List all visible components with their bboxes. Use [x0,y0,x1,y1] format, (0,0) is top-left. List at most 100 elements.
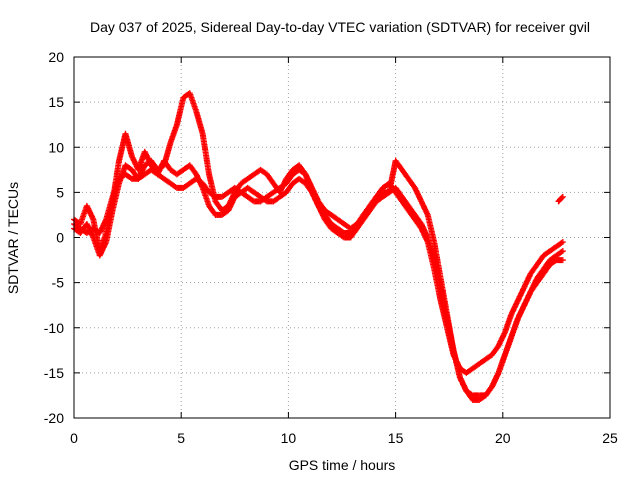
data-point-run [419,199,431,217]
data-point-run [278,190,288,199]
data-point-run [220,208,231,217]
data-point-run [271,194,282,204]
x-tick-label: 20 [495,430,511,446]
series-track-3 [71,90,566,403]
data-point-run [322,213,334,226]
data-point [559,193,566,200]
data-point-run [265,190,276,199]
data-point-run [181,181,192,190]
data-point-run [123,172,134,181]
data-point-run [556,196,563,204]
series-late-segment [555,193,566,205]
data-point [418,225,425,232]
data-point-run [103,208,116,244]
data-point-run [477,393,488,402]
data-point-run [521,272,533,289]
data-point-run [220,190,231,199]
data-point-run [554,239,565,249]
data-point-run [233,190,243,199]
data-point-run [168,123,180,145]
data-point-run [431,267,444,303]
data-point-run [483,352,494,362]
data-point-run [284,181,295,195]
data-point-run [175,167,186,177]
y-axis-label: SDTVAR / TECUs [5,182,21,294]
data-point-run [316,204,327,217]
data-point-run [541,262,552,276]
data-point-run [406,177,417,190]
data-point-run [220,203,231,213]
x-axis-label: GPS time / hours [289,457,396,473]
data-point-run [548,258,559,267]
data-point-run [548,244,559,254]
data-point-run [155,163,166,172]
data-point-run [444,312,457,352]
data-point-run [374,194,385,204]
data-point-run [162,176,173,186]
data-point-run [336,226,346,236]
data-point-run [136,163,148,181]
data-point-run [116,163,128,185]
x-tick-label: 10 [281,430,297,446]
data-point [559,248,566,255]
data-point-run [258,167,269,177]
data-point-run [361,208,372,222]
data-point-run [264,172,276,186]
data-point-run [97,240,109,258]
data-point-run [284,168,295,181]
data-point-run [406,208,417,222]
data-point-run [431,240,444,280]
data-point-run [425,240,437,271]
data-point-run [393,190,405,204]
y-tick-label: 10 [48,139,64,155]
data-point-run [336,217,346,227]
data-point-run [450,348,463,379]
data-point-run [400,168,411,181]
data-point-run [246,194,256,204]
data-point-run [348,221,359,231]
y-tick-label: 20 [48,49,64,65]
x-tick-label: 15 [388,430,404,446]
data-point-run [109,181,122,212]
y-tick-label: 15 [48,94,64,110]
data-point-run [374,186,385,199]
data-point-run [122,132,135,158]
data-point-run [496,353,508,375]
x-tick-label: 25 [602,430,618,446]
data-point-run [508,317,521,339]
data-point-run [412,217,424,231]
data-point-run [199,132,212,176]
data-point-run [206,172,219,203]
data-point-run [535,253,546,267]
data-point-run [477,357,488,366]
data-point-run [323,208,333,217]
data-point-run [528,280,540,294]
data-point-run [425,213,437,244]
data-point [456,374,463,381]
axis-ticks: 0 5 10 15 20 25 -20 -15 -10 -5 0 5 10 15 20 [44,49,618,446]
y-tick-label: -20 [44,410,64,426]
data-point-run [252,190,263,199]
data-point-run [187,163,199,176]
data-point-run [386,159,399,194]
data-point-run [437,276,450,316]
y-tick-label: -10 [44,320,64,336]
data-point-run [528,262,540,276]
data-point [514,315,521,322]
data-point-run [329,221,340,231]
data-point-run [232,181,244,195]
x-tick-label: 0 [70,430,78,446]
data-point-run [483,384,495,398]
data-point-run [246,172,256,181]
data-point-run [174,96,186,127]
data-point-run [393,159,405,172]
data-point-run [329,226,340,236]
data-point-run [554,248,565,258]
data-point-run [464,389,475,402]
data-point-run [490,344,501,357]
data-point [559,257,566,264]
data-point-run [187,91,199,113]
data-point-run [200,186,212,208]
data-point-run [464,366,475,375]
